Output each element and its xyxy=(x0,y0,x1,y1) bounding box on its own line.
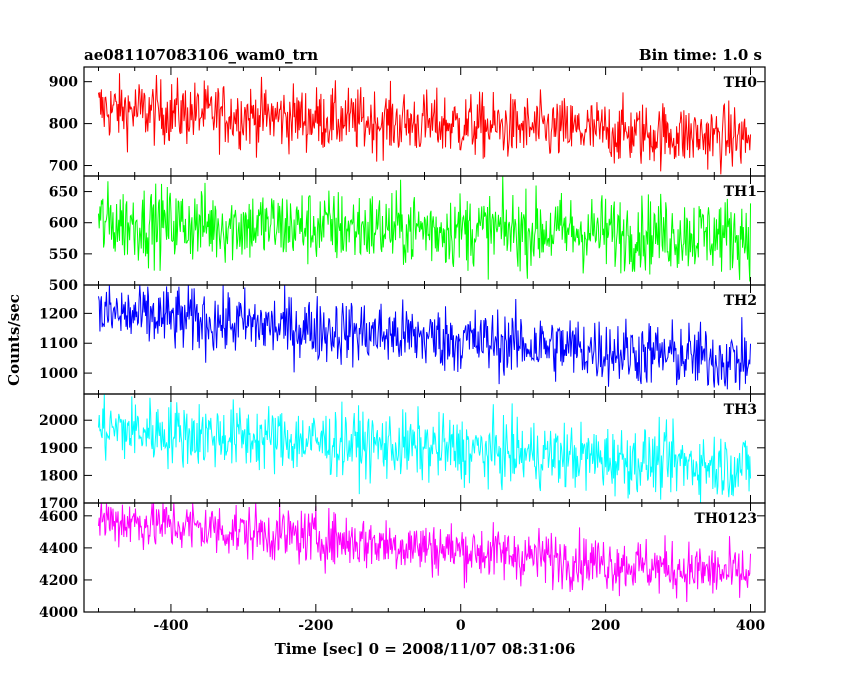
chart-title: ae081107083106_wam0_trn xyxy=(84,46,318,64)
y-tick-label: 4000 xyxy=(39,605,78,621)
y-tick-label: 2000 xyxy=(39,413,78,429)
panel-frame xyxy=(83,502,766,613)
series-th2 xyxy=(97,285,752,391)
y-tick-label: 1000 xyxy=(39,366,78,382)
panel-th3: 1700 1800 1900 2000 TH3 xyxy=(39,393,766,512)
y-axis-title: Counts/sec xyxy=(5,294,23,386)
x-tick-label: -400 xyxy=(153,618,188,634)
series-th0123 xyxy=(97,503,752,602)
panel-label: TH1 xyxy=(724,184,757,200)
panel-label: TH0123 xyxy=(694,511,757,527)
x-tick-label: 400 xyxy=(736,618,765,634)
panel-label: TH0 xyxy=(724,75,758,91)
x-tick-label: -200 xyxy=(298,618,333,634)
y-tick-label: 1100 xyxy=(39,336,78,352)
y-tick-label: 900 xyxy=(49,75,78,91)
y-tick-label: 1700 xyxy=(39,496,78,512)
y-tick-label: 550 xyxy=(49,247,78,263)
panels-layer: 700 800 900 TH0 500 550 600 650 TH1 1000 1100 1200 T… xyxy=(39,66,766,634)
panel-label: TH3 xyxy=(724,402,757,418)
panel-th1: 500 550 600 650 TH1 xyxy=(49,175,766,294)
y-tick-label: 600 xyxy=(49,216,78,232)
x-tick-label: 0 xyxy=(456,618,466,634)
y-tick-label: 650 xyxy=(49,185,78,201)
panel-th0: 700 800 900 TH0 xyxy=(49,66,766,177)
series-th1 xyxy=(97,176,752,282)
panel-label: TH2 xyxy=(724,293,757,309)
panel-th0123: 4000 4200 4400 4600 TH0123 xyxy=(39,502,766,621)
x-tick-label: 200 xyxy=(591,618,620,634)
chart-subtitle: Bin time: 1.0 s xyxy=(639,46,762,64)
x-axis-title: Time [sec] 0 = 2008/11/07 08:31:06 xyxy=(275,640,576,658)
y-tick-label: 4200 xyxy=(39,573,78,589)
y-tick-label: 1900 xyxy=(39,441,78,457)
y-tick-label: 500 xyxy=(49,278,78,294)
y-tick-label: 1800 xyxy=(39,468,78,484)
series-th0 xyxy=(97,73,752,175)
y-tick-label: 700 xyxy=(49,159,78,175)
y-tick-label: 4600 xyxy=(39,509,78,525)
y-tick-label: 1200 xyxy=(39,306,78,322)
series-th3 xyxy=(97,394,752,503)
y-tick-label: 800 xyxy=(49,117,78,133)
panel-th2: 1000 1100 1200 TH2 xyxy=(39,284,766,395)
y-tick-label: 4400 xyxy=(39,541,78,557)
